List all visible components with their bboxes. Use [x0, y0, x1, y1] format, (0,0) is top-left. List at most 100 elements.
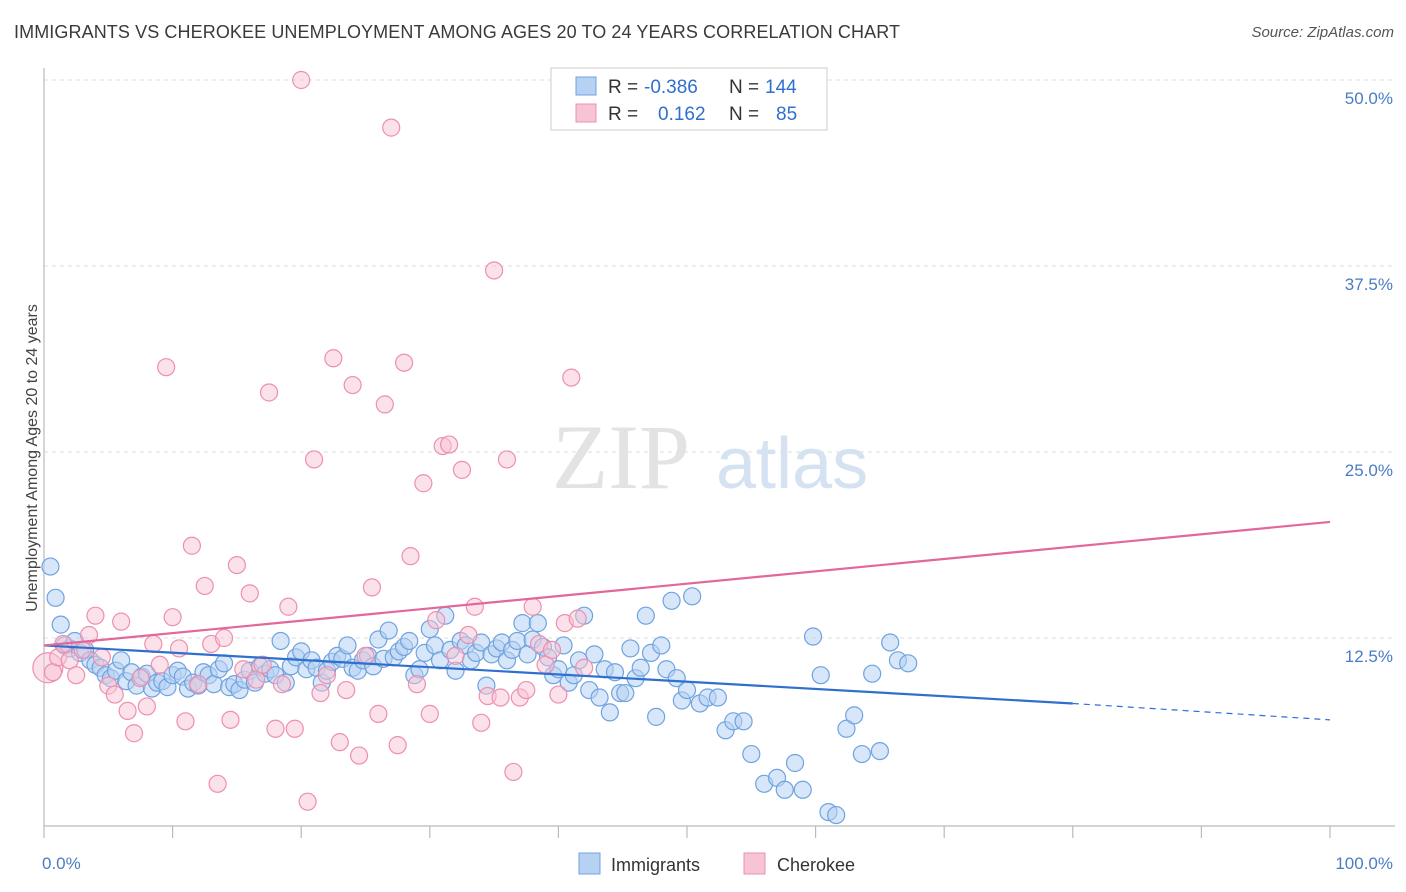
cherokee-point — [472, 713, 491, 732]
immigrants-trend-extension — [1072, 702, 1331, 721]
cherokee-point — [182, 536, 201, 555]
immigrants-point — [734, 712, 753, 731]
immigrants-point — [785, 753, 805, 773]
immigrants-point — [600, 703, 619, 722]
cherokee-point — [568, 609, 587, 628]
source-label: Source: ZipAtlas.com — [1251, 24, 1394, 41]
bottom-legend-swatch-cherokee — [743, 852, 766, 875]
legend-swatch-immigrants — [575, 76, 597, 96]
cherokee-point — [118, 701, 137, 721]
immigrants-point — [528, 614, 547, 633]
cherokee-point — [497, 450, 517, 469]
cherokee-point — [259, 383, 279, 402]
bottom-legend-label-immigrants: Immigrants — [611, 855, 700, 875]
legend-n-label-cherokee: N = — [729, 104, 759, 125]
bottom-legend-swatch-immigrants — [578, 852, 601, 875]
cherokee-point — [79, 625, 99, 645]
immigrants-point — [112, 651, 131, 670]
immigrants-point — [338, 636, 357, 655]
cherokee-point — [337, 680, 356, 700]
cherokee-point — [112, 612, 131, 631]
y-tick-label: 25.0% — [1345, 461, 1393, 480]
immigrants-point — [852, 744, 871, 764]
cherokee-point — [285, 719, 304, 738]
cherokee-point — [317, 666, 337, 685]
immigrants-point — [881, 633, 900, 652]
cherokee-point — [356, 646, 375, 665]
grid-lines — [44, 79, 1395, 639]
correlation-legend: R = -0.386 N = 144 R = 0.162 N = 85 — [550, 67, 828, 131]
cherokee-trend-line — [43, 520, 1331, 647]
cherokee-point — [414, 474, 433, 493]
immigrants-point — [863, 664, 882, 683]
cherokee-point — [517, 680, 536, 700]
legend-n-value-immigrants: 144 — [765, 77, 797, 98]
immigrants-point — [677, 680, 697, 700]
cherokee-point — [439, 435, 459, 454]
trend-lines — [43, 520, 1331, 721]
immigrants-point — [652, 636, 671, 655]
immigrants-point — [636, 606, 655, 625]
legend-r-label-cherokee: R = — [608, 104, 638, 125]
cherokee-point — [523, 597, 542, 616]
immigrants-point — [585, 645, 604, 664]
cherokee-point — [279, 597, 298, 616]
cherokee-point — [137, 697, 156, 716]
immigrants-point — [271, 631, 290, 651]
watermark-atlas: atlas — [716, 424, 868, 504]
cherokee-point — [298, 792, 317, 811]
cherokee-point — [504, 762, 523, 782]
immigrants-point — [899, 654, 918, 673]
cherokee-point — [485, 261, 504, 280]
cherokee-point — [176, 712, 195, 731]
cherokee-point — [214, 628, 234, 648]
immigrants-point — [621, 639, 640, 658]
cherokee-point — [195, 576, 214, 596]
immigrants-point — [845, 706, 864, 725]
immigrants-point — [616, 683, 635, 703]
y-axis-title: Unemployment Among Ages 20 to 24 years — [24, 304, 41, 612]
immigrants-point — [708, 688, 727, 707]
cherokee-point — [542, 640, 562, 660]
x-tick-label: 100.0% — [1335, 854, 1393, 873]
y-tick-label: 50.0% — [1345, 89, 1393, 108]
legend-swatch-cherokee — [575, 103, 597, 123]
y-tick-label: 12.5% — [1345, 647, 1393, 666]
legend-r-label-immigrants: R = — [608, 77, 638, 98]
watermark-zip: ZIP — [552, 406, 690, 508]
immigrants-point — [870, 741, 890, 761]
cherokee-point — [375, 395, 394, 414]
y-tick-label: 37.5% — [1345, 275, 1393, 294]
cherokee-point — [459, 625, 478, 645]
cherokee-point — [324, 349, 343, 368]
x-tick-label: 0.0% — [42, 854, 81, 873]
cherokee-point — [86, 606, 105, 625]
cherokee-point — [330, 733, 349, 752]
immigrants-point — [214, 654, 234, 673]
cherokee-point — [369, 704, 388, 723]
legend-n-value-cherokee: 85 — [776, 104, 797, 125]
cherokee-point — [420, 704, 439, 723]
cherokee-point — [234, 660, 253, 679]
immigrants-point — [793, 780, 812, 799]
immigrants-point — [379, 621, 398, 640]
cherokee-point — [343, 375, 362, 395]
immigrants-point — [513, 614, 532, 633]
cherokee-point — [362, 578, 382, 597]
cherokee-point — [349, 746, 369, 765]
cherokee-point — [253, 655, 272, 674]
immigrants-trend-line — [43, 644, 1073, 705]
immigrants-point — [827, 805, 846, 825]
cherokee-point — [452, 460, 472, 479]
cherokee-point — [150, 655, 169, 674]
series-cherokee — [32, 70, 594, 811]
cherokee-point — [446, 646, 465, 665]
cherokee-point — [562, 368, 581, 387]
legend-r-value-cherokee: 0.162 — [658, 104, 706, 125]
cherokee-point — [401, 547, 420, 566]
axes — [43, 68, 1395, 838]
immigrants-point — [410, 660, 429, 679]
cherokee-point — [311, 683, 330, 703]
cherokee-point — [124, 724, 144, 743]
